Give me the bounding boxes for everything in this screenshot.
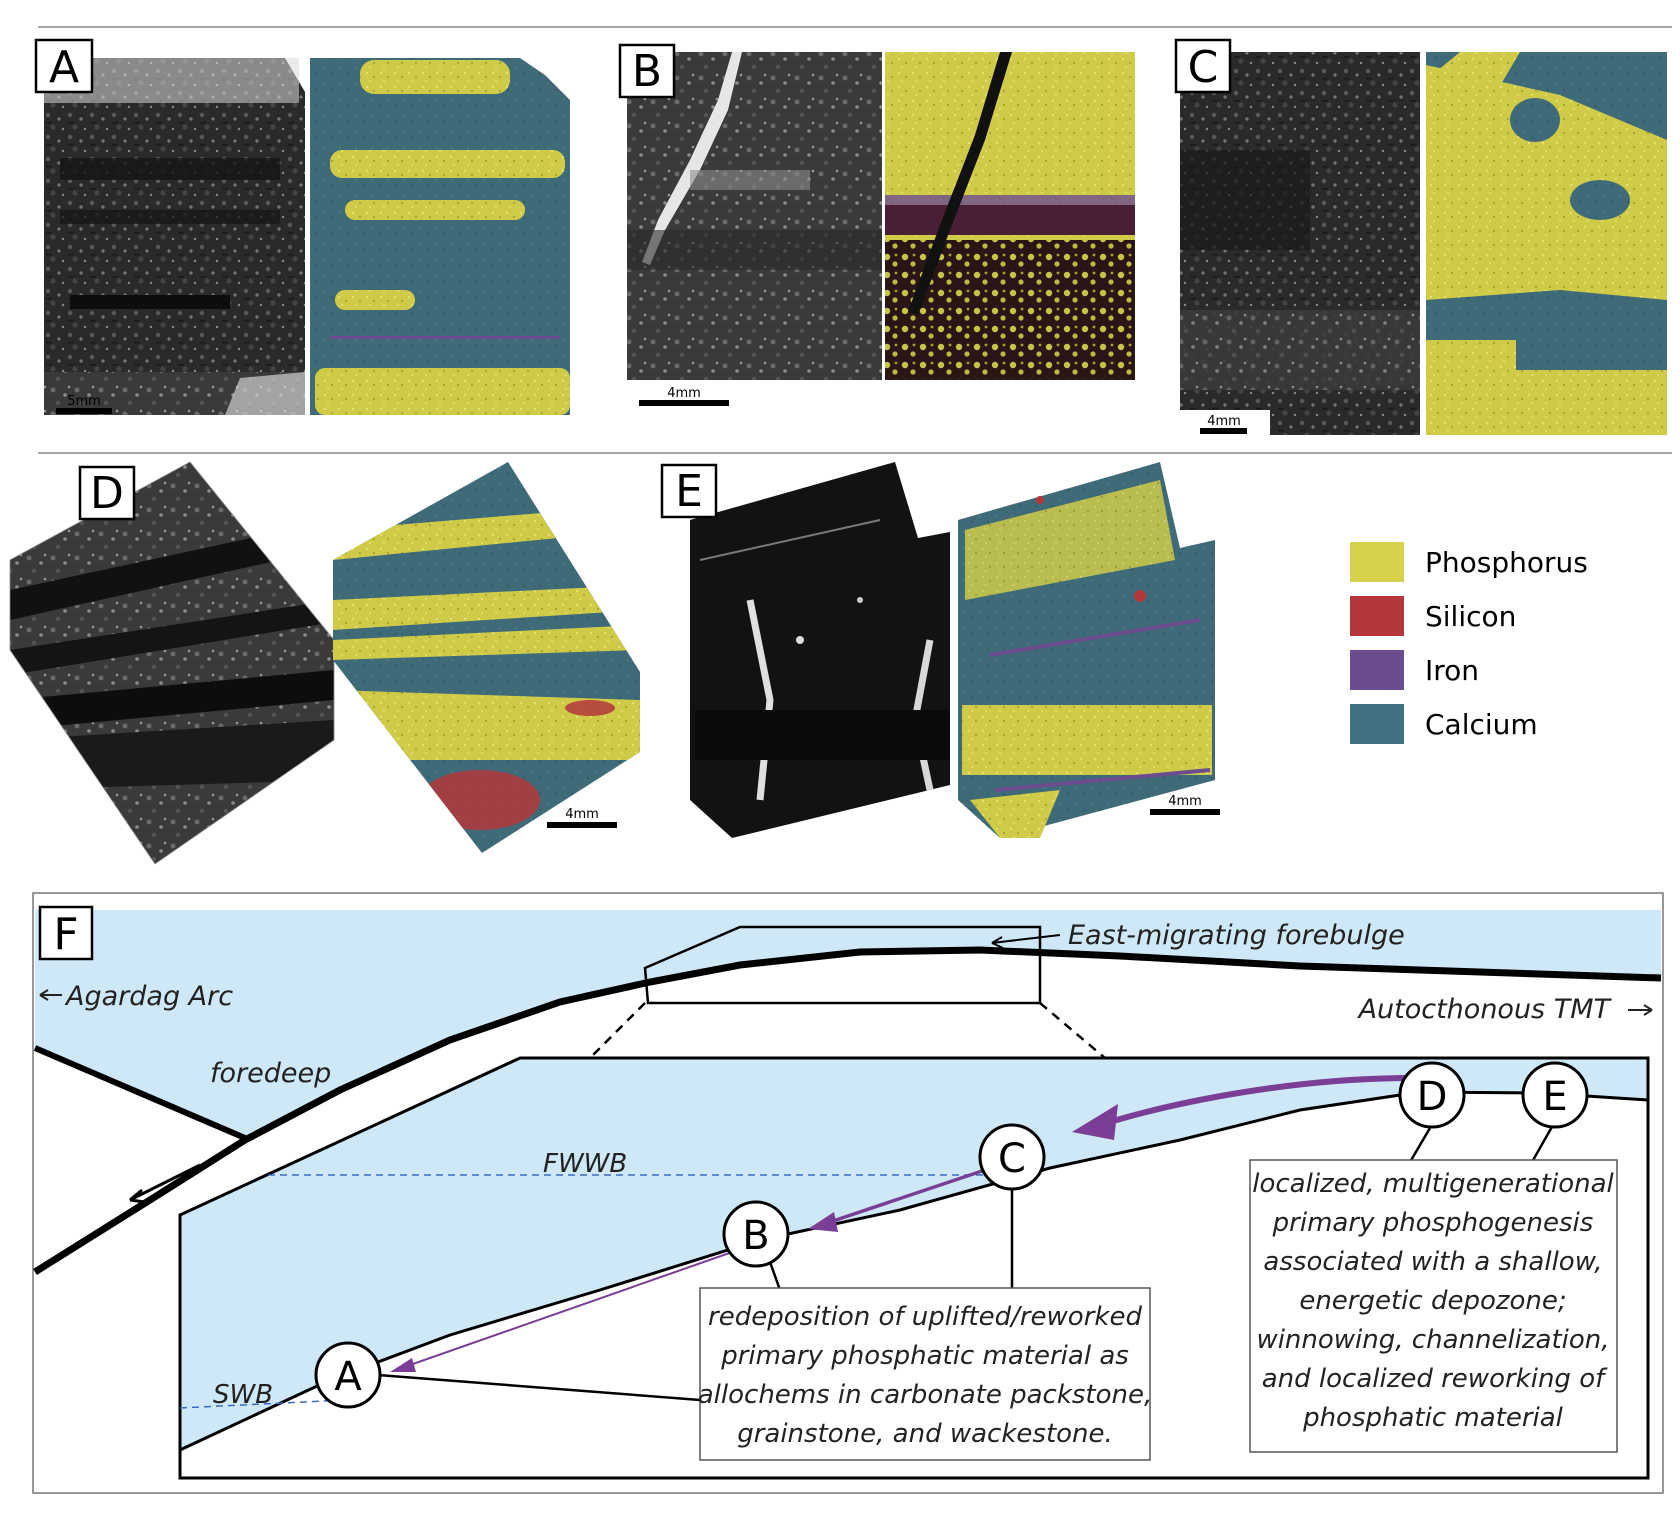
note-line: primary phosphatic material as <box>720 1341 1129 1371</box>
transport-arrow-de-to-c <box>1099 1075 1411 1128</box>
panel-c-grayscale-image <box>1180 52 1420 435</box>
note-line: grainstone, and wackestone. <box>737 1419 1113 1449</box>
thrust-fault-line <box>33 1045 247 1141</box>
note-line: and localized reworking of <box>1262 1364 1608 1394</box>
panel-c-label: C <box>1188 42 1219 93</box>
panel-a-label: A <box>49 42 79 93</box>
panel-a-scale-label: 5mm <box>67 394 101 409</box>
site-c-label: C <box>998 1136 1026 1182</box>
panel-f-label-box <box>38 905 94 961</box>
legend-label: Phosphorus <box>1425 546 1588 579</box>
zoom-line-left <box>589 1002 646 1059</box>
panel-e-label: E <box>675 466 703 517</box>
panel-b-grayscale-image <box>627 52 882 380</box>
note-line: localized, multigenerational <box>1252 1169 1614 1199</box>
upper-water <box>35 910 1661 1138</box>
panel-d-scale-bar <box>547 822 617 828</box>
site-e-label: E <box>1542 1074 1567 1120</box>
panel-f-diagram: A B C D E redeposition of uplifted/rewor… <box>32 892 1664 1494</box>
note-box-de <box>1249 1159 1618 1453</box>
foredeep-label: foredeep <box>210 1058 331 1089</box>
legend-label: Iron <box>1425 654 1479 687</box>
note-line: primary phosphogenesis <box>1272 1208 1594 1238</box>
panel-c-scale-label: 4mm <box>1207 414 1241 429</box>
tmt-label: Autocthonous TMT <box>1357 994 1613 1025</box>
panel-a-label-box <box>34 38 94 94</box>
panel-b-label: B <box>632 46 662 97</box>
panel-e-scale-bar <box>1150 809 1220 815</box>
note-line: phosphatic material <box>1302 1403 1564 1433</box>
zoom-line-right <box>1039 1002 1106 1059</box>
panel-a-scale-bar <box>56 408 112 414</box>
inset-section: A B C D E redeposition of uplifted/rewor… <box>178 1056 1650 1480</box>
panel-e-scale-label: 4mm <box>1168 794 1202 809</box>
panel-d: D 4mm <box>9 461 640 865</box>
arc-arrow <box>39 989 62 1001</box>
panel-f-label: F <box>53 909 78 960</box>
panel-a-grayscale-image <box>44 58 305 415</box>
site-d-marker: D <box>1398 1061 1466 1129</box>
panel-d-grayscale-image <box>10 462 334 864</box>
panel-c-label-box <box>1174 38 1232 94</box>
panel-b-element-map <box>885 52 1135 380</box>
forebulge-pointer-arrow <box>991 934 1061 949</box>
panel-e-element-map <box>958 462 1215 838</box>
note-de-text: localized, multigenerational primary phos… <box>1252 1169 1614 1433</box>
legend-label: Calcium <box>1425 708 1538 741</box>
panel-d-label: D <box>90 468 124 519</box>
basement-profile <box>33 946 1662 1275</box>
panel-b-scale-bar <box>639 400 729 406</box>
panel-e-grayscale-image <box>690 462 950 838</box>
fault-motion-arrow <box>129 1163 201 1204</box>
legend-label: Silicon <box>1425 600 1516 633</box>
site-b-label: B <box>742 1213 769 1259</box>
note-line: allochems in carbonate packstone, <box>698 1380 1153 1410</box>
note-box-abc <box>699 1287 1151 1461</box>
legend-swatch <box>1350 596 1404 636</box>
transport-arrow-c-to-b <box>829 1168 986 1224</box>
site-e-marker: E <box>1521 1061 1589 1129</box>
legend: Phosphorus Silicon Iron Calcium <box>1350 542 1588 744</box>
swb-label: SWB <box>213 1380 273 1410</box>
legend-swatch <box>1350 542 1404 582</box>
site-a-marker: A <box>314 1341 382 1409</box>
forebulge-label: East-migrating forebulge <box>1068 920 1405 951</box>
panel-c-scale-bar <box>1200 428 1247 434</box>
note-line: redeposition of uplifted/reworked <box>708 1302 1142 1332</box>
fwwb-label: FWWB <box>543 1149 627 1179</box>
site-a-label: A <box>334 1354 362 1400</box>
note-line: energetic depozone; <box>1299 1286 1566 1316</box>
panel-d-element-map <box>333 462 640 853</box>
panel-d-label-box <box>78 465 136 521</box>
panel-c-element-map <box>1426 52 1667 435</box>
legend-swatch <box>1350 704 1404 744</box>
note-line: winnowing, channelization, <box>1256 1325 1609 1355</box>
note-line: associated with a shallow, <box>1263 1247 1602 1277</box>
panel-c: C 4mm <box>1174 38 1667 435</box>
transport-arrow-b-to-a <box>409 1249 739 1366</box>
panel-b-scale-label: 4mm <box>667 386 701 401</box>
panel-b: B 4mm <box>618 43 1135 406</box>
panel-b-label-box <box>618 43 676 99</box>
panel-e: E 4mm <box>660 462 1220 838</box>
site-c-marker: C <box>978 1123 1046 1191</box>
site-b-marker: B <box>722 1200 790 1268</box>
legend-swatch <box>1350 650 1404 690</box>
panel-a: A 5mm <box>34 38 570 415</box>
tmt-arrow <box>1628 1004 1653 1016</box>
zoom-box <box>643 925 1042 1005</box>
panel-e-label-box <box>660 463 718 519</box>
arc-label: Agardag Arc <box>64 981 233 1012</box>
site-d-label: D <box>1417 1074 1448 1120</box>
panel-a-element-map <box>310 58 570 415</box>
swb-dashed-line <box>179 1399 346 1409</box>
note-abc-text: redeposition of uplifted/reworked primary… <box>698 1302 1153 1449</box>
panel-d-scale-label: 4mm <box>565 807 599 822</box>
